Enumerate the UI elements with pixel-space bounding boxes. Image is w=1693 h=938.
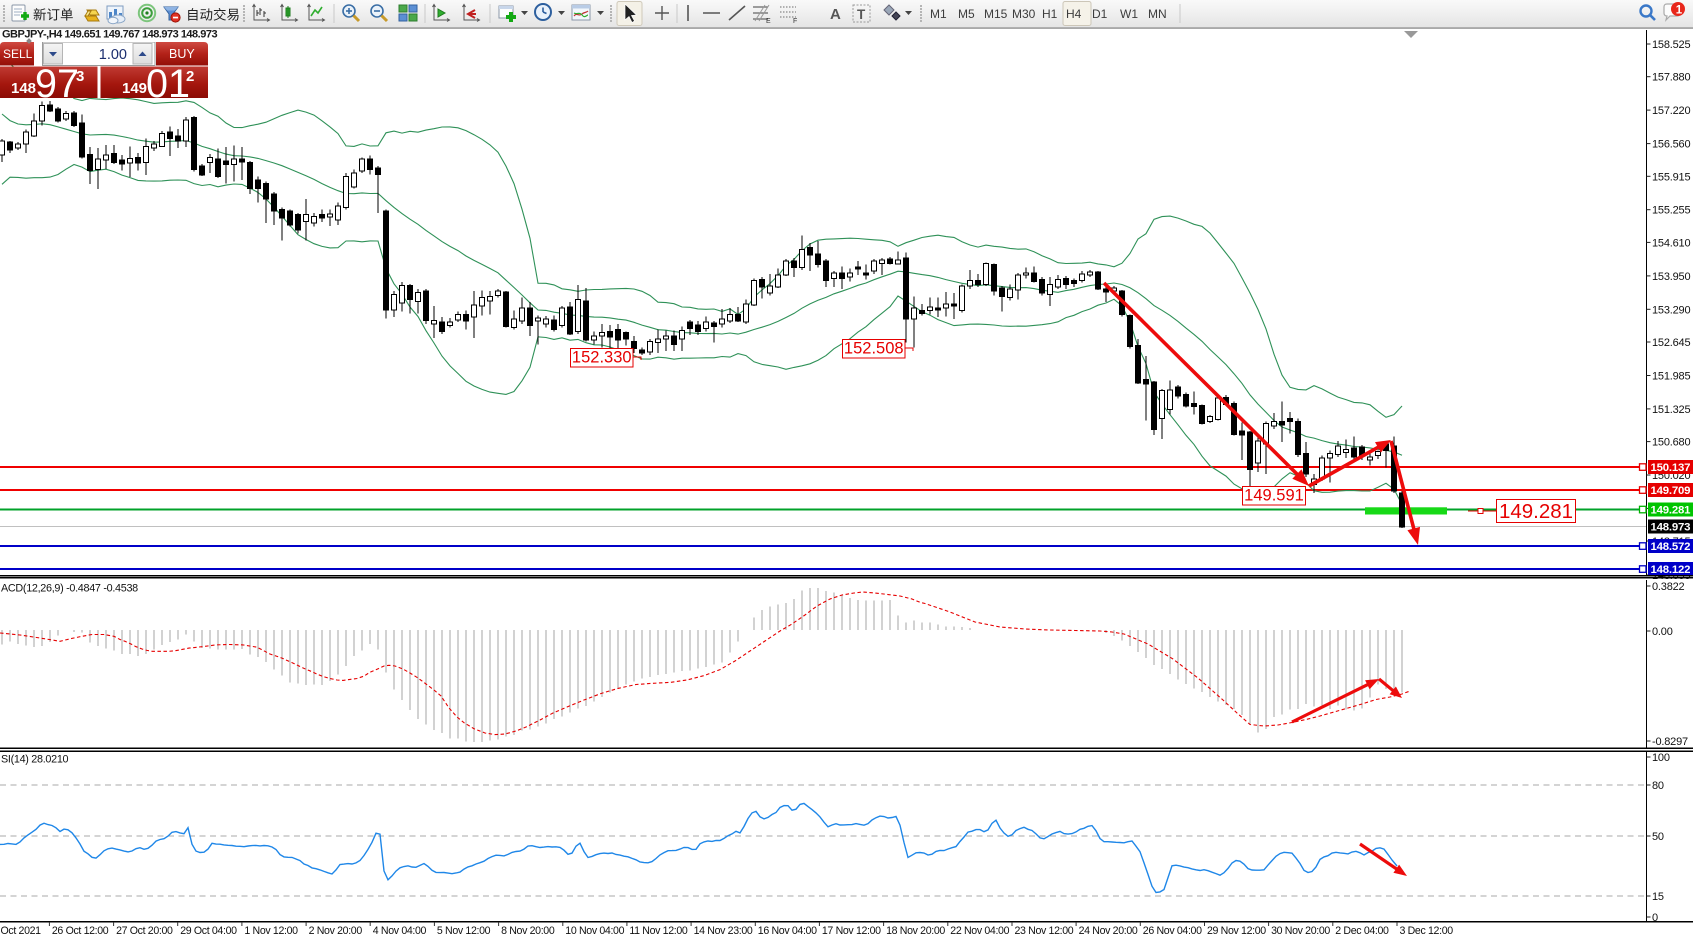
svg-text:0.00: 0.00 bbox=[1652, 626, 1673, 638]
svg-text:11 Nov 12:00: 11 Nov 12:00 bbox=[629, 925, 687, 937]
svg-text:1: 1 bbox=[1676, 5, 1683, 17]
svg-text:0.3822: 0.3822 bbox=[1652, 581, 1685, 593]
svg-text:30 Nov 20:00: 30 Nov 20:00 bbox=[1271, 925, 1330, 937]
svg-text:29 Oct 04:00: 29 Oct 04:00 bbox=[180, 925, 237, 937]
svg-text:W1: W1 bbox=[1120, 7, 1138, 21]
svg-text:8 Nov 20:00: 8 Nov 20:00 bbox=[501, 925, 555, 937]
svg-text:M30: M30 bbox=[1012, 7, 1036, 21]
svg-text:1.00: 1.00 bbox=[99, 47, 127, 63]
svg-text:150.680: 150.680 bbox=[1652, 437, 1690, 449]
svg-text:80: 80 bbox=[1652, 780, 1664, 792]
svg-text:SI(14) 28.0210: SI(14) 28.0210 bbox=[1, 754, 69, 766]
svg-text:153.290: 153.290 bbox=[1652, 304, 1690, 316]
svg-text:157.220: 157.220 bbox=[1652, 105, 1690, 117]
svg-text:148.973: 148.973 bbox=[1651, 522, 1691, 534]
svg-text:149.281: 149.281 bbox=[1651, 505, 1692, 517]
svg-text:27 Oct 20:00: 27 Oct 20:00 bbox=[116, 925, 173, 937]
svg-text:SELL: SELL bbox=[3, 47, 33, 61]
svg-text:F: F bbox=[793, 18, 797, 25]
svg-text:100: 100 bbox=[1652, 752, 1670, 764]
svg-text:4 Nov 04:00: 4 Nov 04:00 bbox=[373, 925, 427, 937]
svg-text:GBPJPY-,H4 149.651 149.767 14: GBPJPY-,H4 149.651 149.767 148.973 148.9… bbox=[2, 29, 217, 41]
svg-text:2 Nov 20:00: 2 Nov 20:00 bbox=[309, 925, 363, 937]
svg-text:50: 50 bbox=[1652, 831, 1664, 843]
svg-text:148.572: 148.572 bbox=[1651, 541, 1691, 553]
svg-text:10 Nov 04:00: 10 Nov 04:00 bbox=[565, 925, 624, 937]
svg-text:E: E bbox=[766, 18, 771, 25]
svg-text:157.880: 157.880 bbox=[1652, 72, 1690, 84]
svg-text:3 Dec 12:00: 3 Dec 12:00 bbox=[1400, 925, 1454, 937]
svg-text:2: 2 bbox=[186, 68, 194, 85]
svg-text:A: A bbox=[830, 6, 841, 23]
svg-text:158.525: 158.525 bbox=[1652, 39, 1690, 51]
svg-text:154.610: 154.610 bbox=[1652, 237, 1690, 249]
svg-text:3: 3 bbox=[76, 68, 84, 85]
svg-text:M1: M1 bbox=[930, 7, 947, 21]
svg-text:15: 15 bbox=[1652, 891, 1664, 903]
svg-text:151.985: 151.985 bbox=[1652, 371, 1690, 383]
svg-text:26 Nov 04:00: 26 Nov 04:00 bbox=[1143, 925, 1202, 937]
svg-text:149: 149 bbox=[122, 80, 147, 97]
svg-text:18 Nov 20:00: 18 Nov 20:00 bbox=[886, 925, 945, 937]
svg-text:149.709: 149.709 bbox=[1651, 485, 1691, 497]
svg-text:151.325: 151.325 bbox=[1652, 404, 1690, 416]
svg-text:149.281: 149.281 bbox=[1499, 500, 1573, 523]
svg-text:155.915: 155.915 bbox=[1652, 171, 1690, 183]
svg-text:2 Dec 04:00: 2 Dec 04:00 bbox=[1335, 925, 1389, 937]
svg-text:152.330: 152.330 bbox=[572, 349, 632, 367]
svg-text:26 Oct 12:00: 26 Oct 12:00 bbox=[52, 925, 109, 937]
svg-text:23 Nov 12:00: 23 Nov 12:00 bbox=[1015, 925, 1074, 937]
svg-text:-0.8297: -0.8297 bbox=[1652, 736, 1688, 748]
svg-text:16 Nov 04:00: 16 Nov 04:00 bbox=[758, 925, 817, 937]
svg-text:D1: D1 bbox=[1092, 7, 1108, 21]
svg-text:M5: M5 bbox=[958, 7, 975, 21]
svg-text:17 Nov 12:00: 17 Nov 12:00 bbox=[822, 925, 881, 937]
svg-text:148: 148 bbox=[11, 80, 36, 97]
svg-text:24 Nov 20:00: 24 Nov 20:00 bbox=[1079, 925, 1138, 937]
svg-text:1 Nov 12:00: 1 Nov 12:00 bbox=[244, 925, 298, 937]
svg-text:5 Nov 12:00: 5 Nov 12:00 bbox=[437, 925, 491, 937]
svg-text:29 Nov 12:00: 29 Nov 12:00 bbox=[1207, 925, 1266, 937]
svg-text:ACD(12,26,9) -0.4847 -0.4538: ACD(12,26,9) -0.4847 -0.4538 bbox=[1, 583, 138, 595]
svg-text:H4: H4 bbox=[1066, 7, 1082, 21]
svg-text:Oct 2021: Oct 2021 bbox=[1, 925, 42, 937]
svg-text:14 Nov 23:00: 14 Nov 23:00 bbox=[694, 925, 753, 937]
svg-text:155.255: 155.255 bbox=[1652, 205, 1690, 217]
svg-text:BUY: BUY bbox=[169, 47, 195, 61]
svg-text:T: T bbox=[857, 7, 866, 22]
svg-text:152.508: 152.508 bbox=[844, 340, 904, 358]
svg-text:01: 01 bbox=[146, 62, 190, 104]
svg-text:22 Nov 04:00: 22 Nov 04:00 bbox=[950, 925, 1009, 937]
svg-text:MN: MN bbox=[1148, 7, 1167, 21]
svg-text:97: 97 bbox=[35, 62, 79, 104]
svg-text:150.137: 150.137 bbox=[1651, 462, 1691, 474]
svg-text:152.645: 152.645 bbox=[1652, 337, 1690, 349]
svg-text:0: 0 bbox=[1652, 912, 1658, 924]
svg-text:156.560: 156.560 bbox=[1652, 139, 1690, 151]
svg-text:149.591: 149.591 bbox=[1244, 487, 1304, 505]
svg-text:153.950: 153.950 bbox=[1652, 271, 1690, 283]
svg-text:M15: M15 bbox=[984, 7, 1008, 21]
svg-text:148.122: 148.122 bbox=[1651, 564, 1691, 576]
svg-text:H1: H1 bbox=[1042, 7, 1058, 21]
